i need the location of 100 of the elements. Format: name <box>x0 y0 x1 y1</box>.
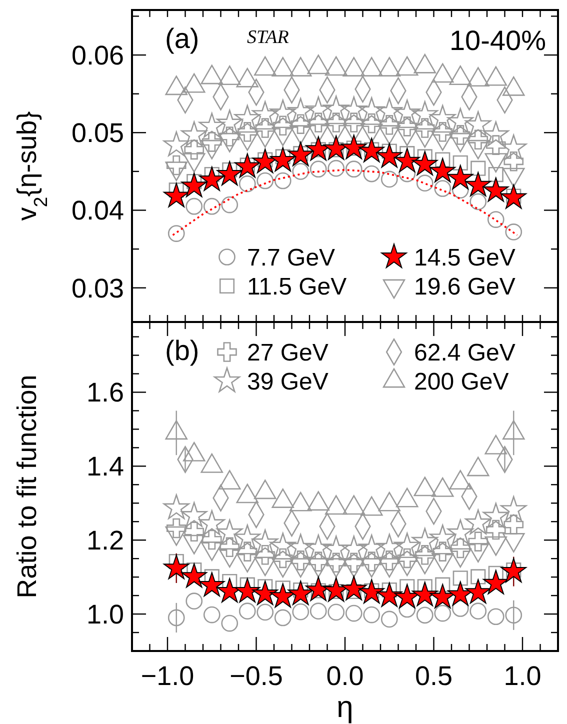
point <box>396 56 418 76</box>
point <box>305 96 332 122</box>
point <box>360 57 383 76</box>
x-axis-title: η <box>336 691 354 724</box>
point <box>394 100 420 124</box>
point <box>292 163 310 180</box>
point <box>414 54 436 74</box>
point <box>358 138 384 162</box>
y-tick-label: 1.6 <box>86 378 124 408</box>
point <box>255 118 276 138</box>
point <box>376 143 402 168</box>
point <box>484 66 507 86</box>
x-tick-label: 1.0 <box>504 661 542 691</box>
point <box>216 110 243 134</box>
point <box>168 225 185 242</box>
point <box>432 122 453 142</box>
y-tick-label: 1.0 <box>86 599 124 630</box>
point <box>449 66 472 85</box>
point <box>234 104 260 130</box>
point <box>379 114 400 135</box>
point <box>163 131 190 156</box>
y-tick-label: 1.2 <box>86 526 124 556</box>
point <box>378 57 400 76</box>
point <box>470 193 487 210</box>
x-tick-label: −0.5 <box>230 661 283 691</box>
point <box>487 211 504 228</box>
point <box>468 130 488 150</box>
point <box>290 114 311 134</box>
point <box>482 121 509 146</box>
point <box>198 112 225 138</box>
point <box>307 54 330 74</box>
x-tick-label: 0.0 <box>326 661 364 691</box>
legend-label: 11.5 GeV <box>247 273 347 300</box>
point <box>450 125 470 145</box>
point <box>342 57 365 76</box>
point <box>412 150 438 176</box>
point <box>467 67 490 87</box>
point <box>345 160 362 178</box>
point <box>288 142 314 166</box>
point <box>200 64 223 84</box>
point <box>465 172 491 196</box>
x-tick-label: 0.5 <box>414 661 453 691</box>
point <box>237 122 258 142</box>
annotation: (b) <box>165 335 200 366</box>
point <box>435 152 450 168</box>
point <box>505 224 522 240</box>
point <box>432 63 454 83</box>
point <box>363 165 380 182</box>
point <box>256 172 274 190</box>
y-tick-label: 0.04 <box>71 196 124 226</box>
legend-label: 7.7 GeV <box>247 244 336 272</box>
point <box>165 76 188 96</box>
point <box>362 113 382 134</box>
annotation: STAR <box>247 27 290 48</box>
legend-label: 27 GeV <box>247 339 328 366</box>
point <box>252 101 278 126</box>
point <box>274 172 292 190</box>
point <box>380 170 398 188</box>
point <box>220 126 240 146</box>
point <box>358 97 385 122</box>
legend-label: 39 GeV <box>247 368 328 396</box>
legend-label: 14.5 GeV <box>414 244 516 272</box>
point <box>483 177 509 202</box>
point <box>414 118 435 138</box>
point <box>186 198 203 215</box>
point <box>430 158 456 182</box>
point <box>310 160 327 178</box>
point <box>288 98 314 123</box>
point <box>164 182 190 208</box>
point <box>502 76 525 96</box>
point <box>323 96 350 121</box>
point <box>234 153 260 178</box>
point <box>397 116 418 136</box>
point <box>430 104 456 130</box>
point <box>199 166 225 191</box>
point <box>376 98 402 123</box>
point <box>504 151 524 172</box>
point <box>488 166 504 182</box>
point <box>344 112 364 132</box>
annotation: 10-40% <box>449 25 546 56</box>
line-series <box>172 168 518 236</box>
point <box>238 175 256 192</box>
point <box>272 57 294 76</box>
legend-label: 62.4 GeV <box>414 339 516 366</box>
point <box>500 134 527 160</box>
point <box>325 56 348 76</box>
point <box>486 135 506 155</box>
point <box>290 57 312 76</box>
point <box>184 140 204 160</box>
point <box>326 112 346 132</box>
y-tick-label: 0.05 <box>71 118 124 148</box>
point <box>412 101 438 126</box>
point <box>181 121 208 146</box>
legend-label: 200 GeV <box>414 368 509 396</box>
point <box>447 108 474 133</box>
point <box>166 155 186 176</box>
point <box>465 111 492 136</box>
annotation: (a) <box>165 23 200 54</box>
point <box>202 132 222 152</box>
x-tick-label: −1.0 <box>140 661 194 691</box>
